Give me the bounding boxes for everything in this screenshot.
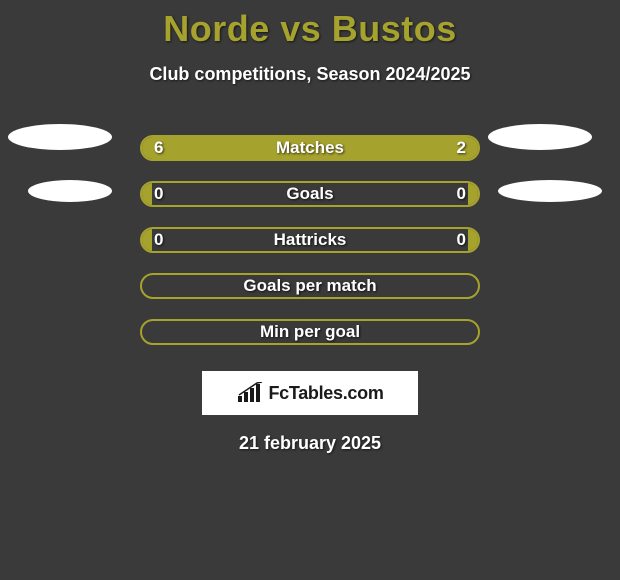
stat-label: Hattricks [274,230,347,250]
page-title: Norde vs Bustos [0,8,620,50]
bar-track: Goals 0 0 [140,181,480,207]
decorative-ellipse [28,180,112,202]
stat-value-right: 2 [457,138,466,158]
decorative-ellipse [8,124,112,150]
bar-fill-right [468,183,478,205]
stat-value-right: 0 [457,184,466,204]
subtitle: Club competitions, Season 2024/2025 [0,64,620,85]
decorative-ellipse [488,124,592,150]
stat-value-right: 0 [457,230,466,250]
stat-label: Goals [286,184,333,204]
bar-track: Hattricks 0 0 [140,227,480,253]
brand-logo-inner: FcTables.com [236,382,383,404]
stat-value-left: 0 [154,230,163,250]
brand-logo-text: FcTables.com [268,383,383,404]
stat-label: Min per goal [260,322,360,342]
stats-area: Matches 6 2 Goals 0 0 Hattricks 0 0 Goals per mat… [0,125,620,355]
bar-fill-left [142,137,387,159]
stat-label: Matches [276,138,344,158]
date-label: 21 february 2025 [0,433,620,454]
stat-row: Goals per match [0,263,620,309]
bar-track: Goals per match [140,273,480,299]
comparison-widget: Norde vs Bustos Club competitions, Seaso… [0,0,620,454]
bar-track: Matches 6 2 [140,135,480,161]
stat-row: Hattricks 0 0 [0,217,620,263]
stat-value-left: 0 [154,184,163,204]
brand-logo[interactable]: FcTables.com [202,371,418,415]
bar-track: Min per goal [140,319,480,345]
bar-fill-right [468,229,478,251]
decorative-ellipse [498,180,602,202]
bars-icon [236,382,264,404]
bar-fill-left [142,229,152,251]
stat-label: Goals per match [243,276,376,296]
stat-row: Min per goal [0,309,620,355]
bar-fill-left [142,183,152,205]
stat-value-left: 6 [154,138,163,158]
